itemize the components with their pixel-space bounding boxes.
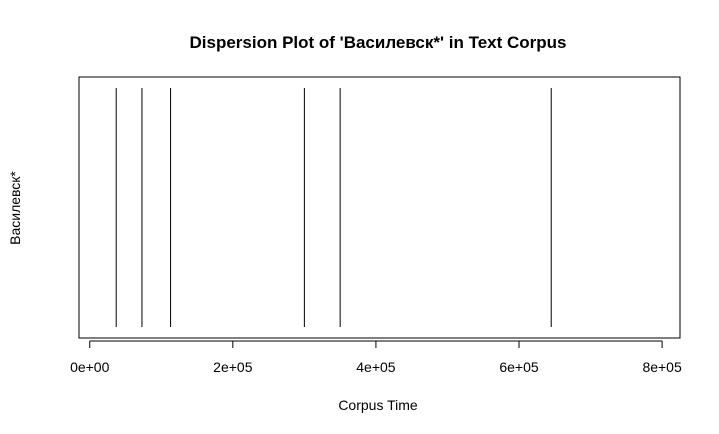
occurrence-marks xyxy=(115,88,552,327)
plot-frame xyxy=(78,76,681,339)
x-tick-label-5: 8e+05 xyxy=(642,359,682,375)
chart-title: Dispersion Plot of 'Василевск*' in Text … xyxy=(189,33,566,52)
x-tick-label-3: 4e+05 xyxy=(356,359,396,375)
x-tick-label-1: 0e+00 xyxy=(70,359,110,375)
x-axis-label: Corpus Time xyxy=(338,397,418,413)
y-axis-label: Василевск* xyxy=(7,171,23,245)
x-tick-label-2: 2e+05 xyxy=(213,359,253,375)
x-axis: 0e+00 2e+05 4e+05 6e+05 8e+05 xyxy=(70,340,682,375)
x-tick-label-4: 6e+05 xyxy=(499,359,539,375)
